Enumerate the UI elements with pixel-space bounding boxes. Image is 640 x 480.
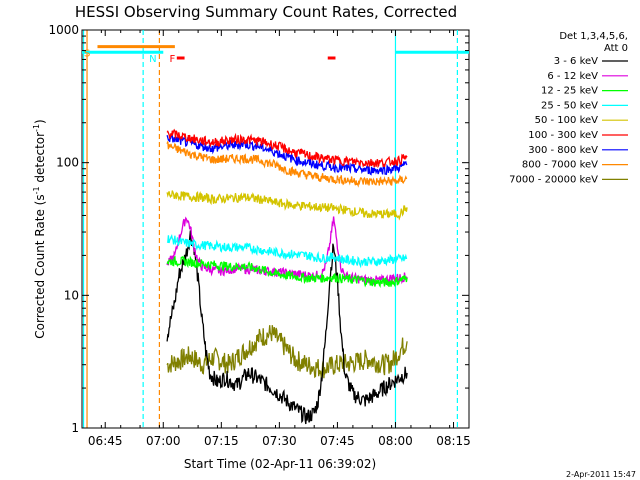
legend-entry-5: 100 - 300 keV: [528, 130, 598, 141]
legend-entry-6: 300 - 800 keV: [528, 145, 598, 156]
y-tick-label-3: 1000: [48, 23, 79, 37]
legend-entry-3: 25 - 50 keV: [541, 100, 598, 111]
series-line-0: [166, 230, 408, 425]
chart-title: HESSI Observing Summary Count Rates, Cor…: [75, 3, 457, 21]
series-line-7: [166, 141, 408, 188]
x-tick-label-1: 07:00: [146, 434, 181, 448]
y-tick-label-1: 10: [64, 288, 79, 302]
series-line-6: [166, 133, 408, 176]
x-tick-label-6: 08:15: [436, 434, 471, 448]
legend-entry-0: 3 - 6 keV: [554, 56, 598, 67]
legend-entry-2: 12 - 25 keV: [541, 86, 598, 97]
x-tick-label-3: 07:30: [262, 434, 297, 448]
plot-frame: [81, 29, 470, 429]
series-line-3: [166, 234, 408, 269]
legend-entry-7: 800 - 7000 keV: [522, 160, 598, 171]
y-axis-label: Corrected Count Rate (s-1 detector-1): [32, 119, 47, 338]
n-label: N: [149, 54, 156, 65]
legend-header-1: Att 0: [604, 43, 628, 54]
series-line-2: [166, 255, 408, 289]
axes: 06:45 07:00 07:15 07:30 07:45 08:00 08:15 1 10 10…: [48, 23, 470, 448]
legend-entry-4: 50 - 100 keV: [535, 115, 599, 126]
x-tick-label-2: 07:15: [204, 434, 239, 448]
legend-entry-8: 7000 - 20000 keV: [509, 174, 598, 185]
flag-label: F: [169, 54, 175, 65]
series-line-4: [166, 190, 408, 221]
series-line-5: [166, 128, 408, 169]
legend-header-0: Det 1,3,4,5,6,: [559, 31, 628, 42]
x-tick-label-4: 07:45: [320, 434, 355, 448]
legend: Det 1,3,4,5,6,Att 0 3 - 6 keV 6 - 12 keV 12…: [509, 31, 628, 185]
y-tick-label-0: 1: [71, 421, 79, 435]
y-tick-label-2: 100: [56, 156, 79, 170]
x-tick-label-0: 06:45: [88, 434, 123, 448]
x-tick-label-5: 08:00: [378, 434, 413, 448]
x-axis-label: Start Time (02-Apr-11 06:39:02): [184, 457, 376, 471]
vertical-marker-lines: [82, 30, 458, 428]
status-overlays: SN F: [82, 45, 469, 65]
timestamp: 2-Apr-2011 15:47: [566, 470, 636, 479]
series-line-8: [166, 325, 408, 379]
series-layer: [166, 128, 408, 425]
s-label: S: [84, 49, 90, 60]
legend-entry-1: 6 - 12 keV: [547, 71, 598, 82]
